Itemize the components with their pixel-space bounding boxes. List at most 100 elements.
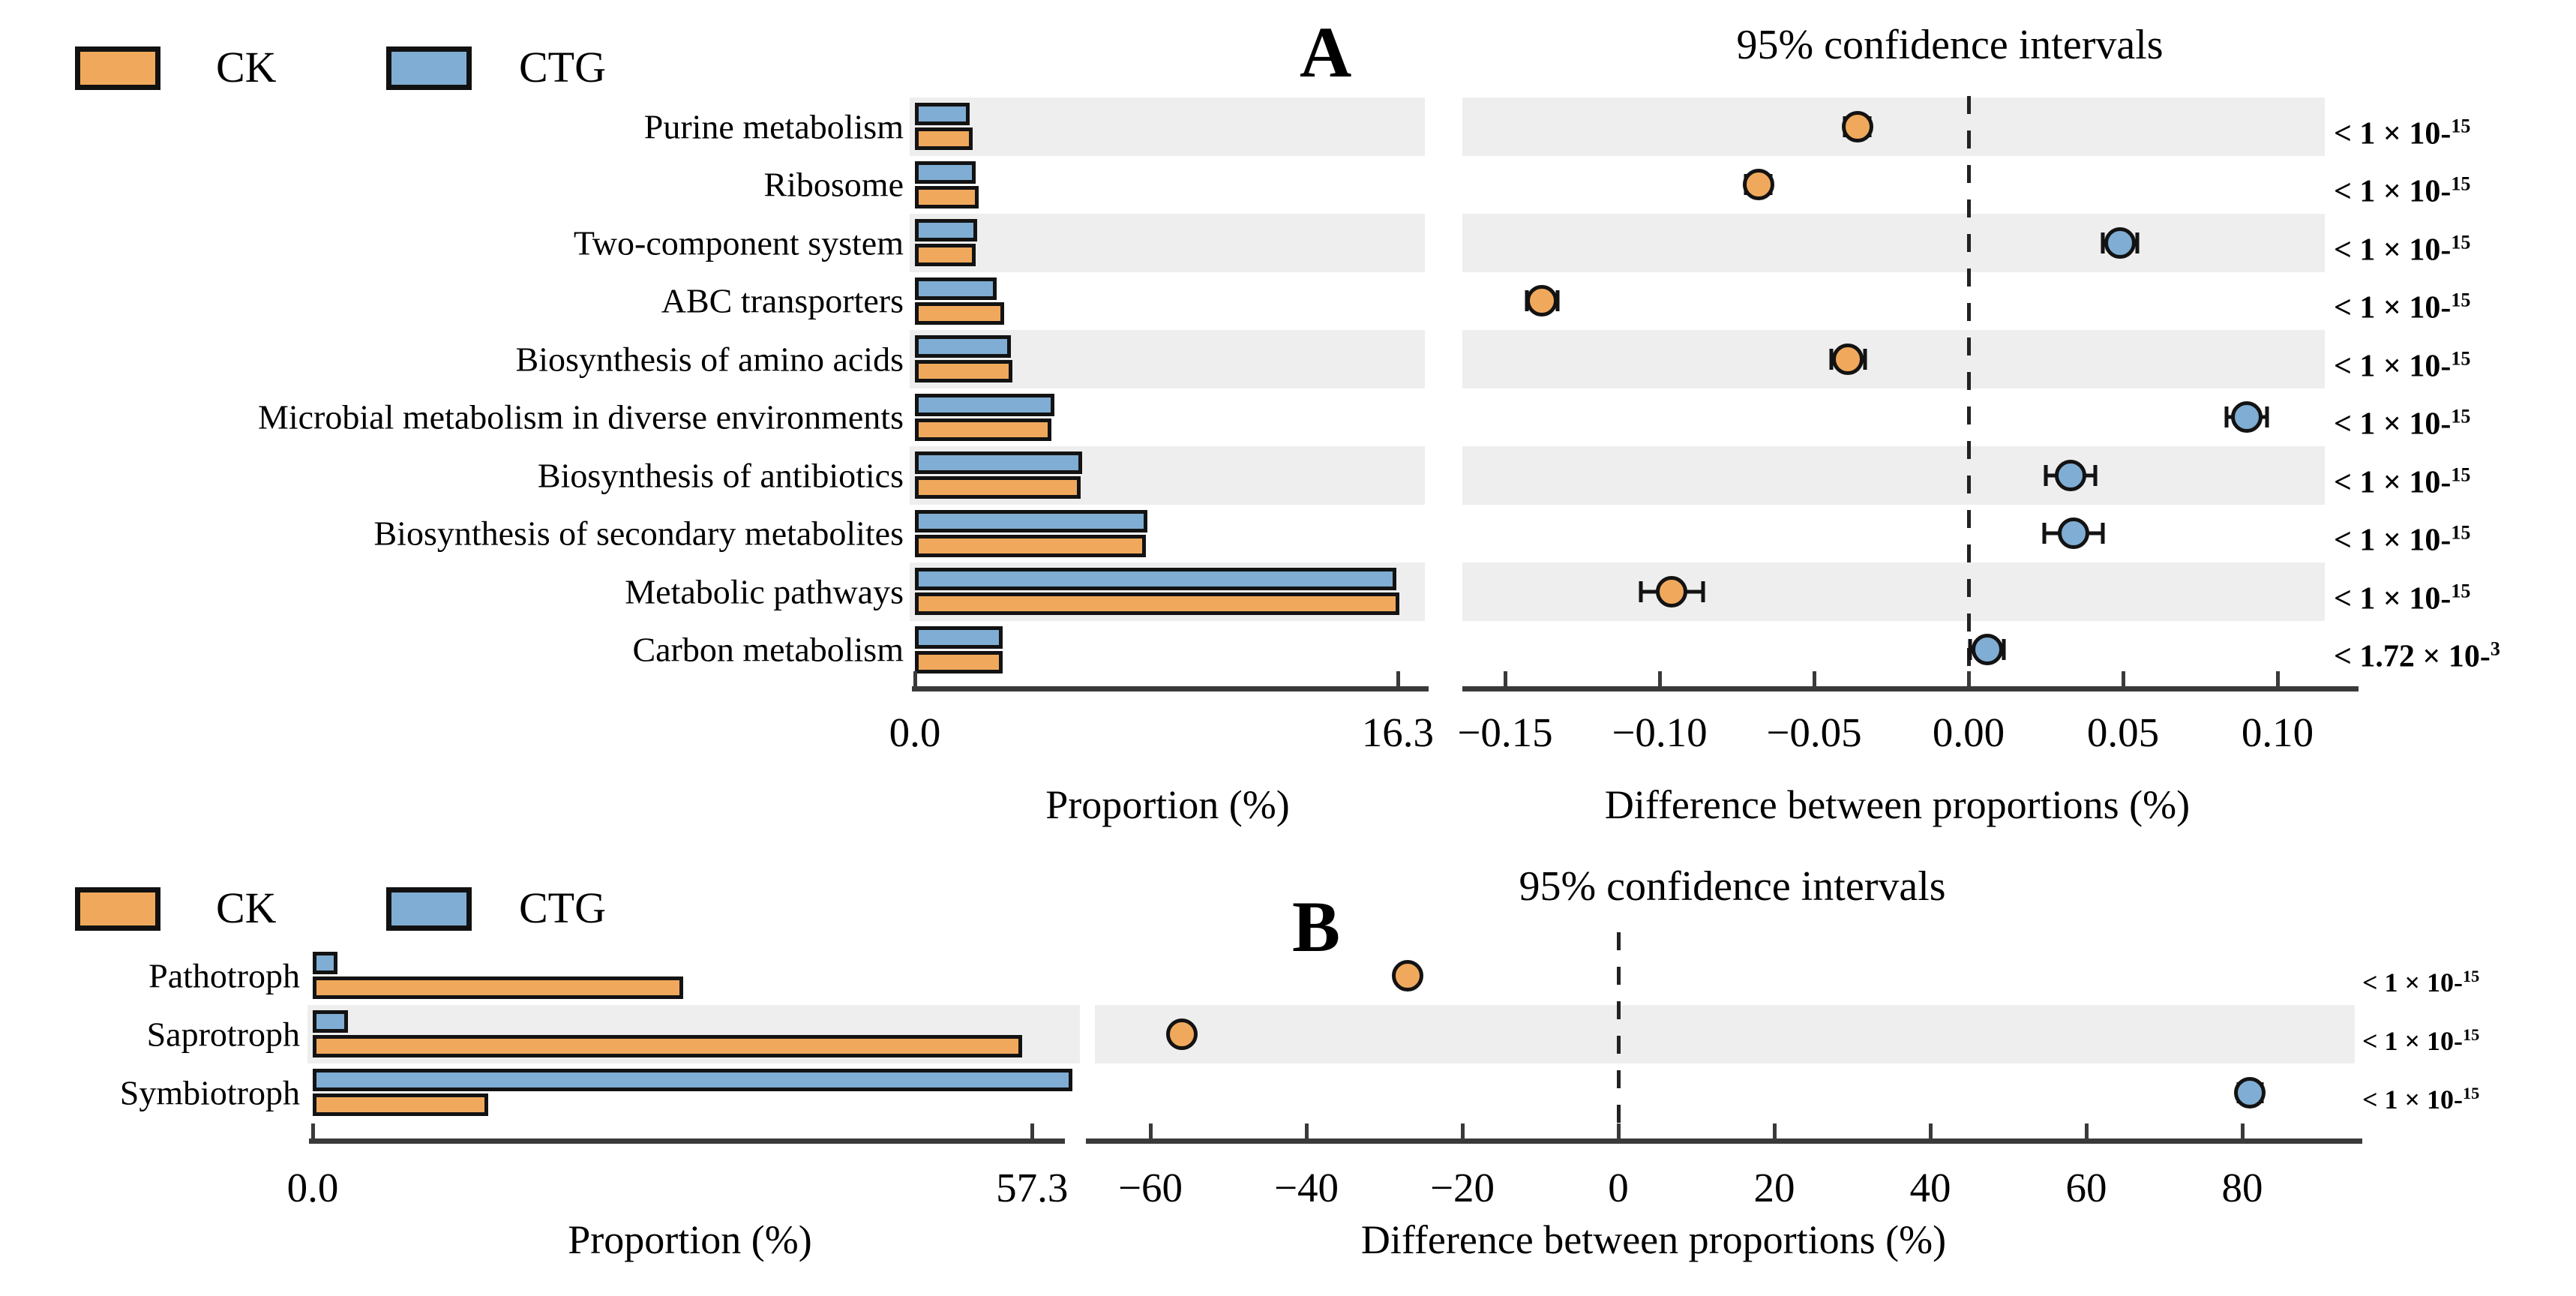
- axis-tick-label: 16.3: [1361, 710, 1434, 755]
- diff-dot: [2058, 518, 2090, 550]
- category-label: Two-component system: [573, 224, 904, 262]
- bar-ctg: [915, 509, 1148, 532]
- category-label: Biosynthesis of antibiotics: [537, 456, 904, 495]
- panel-b-ci-title: 95% confidence intervals: [1519, 863, 1946, 910]
- panel-a-proportion-axis-title: Proportion (%): [1045, 782, 1290, 827]
- bar-ctg: [313, 952, 338, 974]
- bar-ck: [915, 302, 1004, 325]
- p-value-base: < 1 × 10-: [2334, 349, 2452, 384]
- p-value: < 1 × 10-15: [2334, 115, 2470, 152]
- p-value-base: < 1 × 10-: [2334, 523, 2452, 558]
- p-value: < 1 × 10-15: [2362, 1025, 2479, 1057]
- bar-ck: [915, 534, 1147, 557]
- bar-ck: [313, 1094, 489, 1116]
- proportion-axis-line: [309, 1138, 1065, 1144]
- axis-tick: [311, 1124, 315, 1138]
- bar-ctg: [313, 1010, 348, 1033]
- p-value-exponent: 15: [2451, 464, 2471, 486]
- axis-tick: [2122, 671, 2125, 686]
- legend-label-ctg-b: CTG: [519, 884, 606, 932]
- p-value-exponent: 15: [2451, 172, 2471, 195]
- bar-ctg: [915, 452, 1083, 474]
- axis-tick: [1149, 1124, 1153, 1138]
- p-value-exponent: 15: [2451, 115, 2471, 137]
- panel-b-letter: B: [1292, 886, 1341, 967]
- axis-tick-label: −0.10: [1612, 710, 1708, 755]
- p-value-exponent: 15: [2451, 405, 2471, 428]
- axis-tick: [1305, 1124, 1309, 1138]
- p-value: < 1 × 10-15: [2334, 231, 2470, 268]
- p-value-base: < 1 × 10-: [2362, 968, 2464, 998]
- category-label: Saprotroph: [146, 1015, 300, 1054]
- ci-whisker-cap: [2002, 639, 2006, 661]
- diff-dot: [1841, 110, 1873, 142]
- p-value-exponent: 15: [2463, 967, 2480, 986]
- bar-ctg: [915, 277, 997, 300]
- p-value-base: < 1 × 10-: [2334, 232, 2452, 268]
- axis-tick: [1813, 671, 1816, 686]
- diff-dot: [2054, 459, 2086, 491]
- p-value-base: < 1 × 10-: [2334, 290, 2452, 326]
- diff-dot: [1742, 169, 1774, 201]
- axis-tick: [1504, 671, 1507, 686]
- axis-tick: [2276, 671, 2280, 686]
- row-stripe: [1462, 330, 2325, 388]
- axis-tick-label: 57.3: [996, 1165, 1069, 1210]
- diff-dot: [1656, 575, 1688, 608]
- bar-ck: [915, 418, 1051, 441]
- axis-tick-label: 0.00: [1932, 710, 2005, 755]
- p-value-base: < 1 × 10-: [2334, 406, 2452, 442]
- axis-tick: [1773, 1124, 1777, 1138]
- difference-axis-line: [1462, 686, 2359, 692]
- legend-label-ck-b: CK: [216, 884, 277, 932]
- ci-whisker-cap: [2093, 464, 2098, 486]
- ci-whisker-cap: [1829, 348, 1834, 370]
- axis-tick: [2085, 1124, 2089, 1138]
- axis-tick-label: 60: [2065, 1165, 2107, 1210]
- ci-whisker-cap: [2224, 406, 2229, 428]
- ci-whisker-cap: [2101, 523, 2105, 544]
- legend-swatch-ctg: [386, 46, 472, 90]
- panel-a-ci-title: 95% confidence intervals: [1736, 22, 2164, 68]
- p-value: < 1 × 10-15: [2334, 173, 2470, 210]
- panel-a-letter: A: [1300, 12, 1352, 92]
- legend-label-ck: CK: [216, 43, 277, 92]
- panel-a-difference-axis-title: Difference between proportions (%): [1604, 782, 2191, 827]
- bar-ctg: [915, 103, 970, 125]
- category-label: Metabolic pathways: [625, 572, 904, 611]
- bar-ck: [915, 185, 979, 208]
- ci-whisker-cap: [2135, 232, 2140, 254]
- p-value-exponent: 15: [2463, 1025, 2480, 1044]
- p-value-exponent: 15: [2451, 521, 2471, 544]
- ci-whisker-cap: [1701, 580, 1705, 602]
- axis-tick-label: 20: [1753, 1165, 1795, 1210]
- bar-ctg: [915, 335, 1012, 358]
- ci-whisker-cap: [2044, 464, 2048, 486]
- p-value-exponent: 15: [2451, 580, 2471, 602]
- axis-tick-label: −0.15: [1457, 710, 1553, 755]
- difference-axis-line: [1086, 1138, 2362, 1144]
- bar-ck: [915, 244, 976, 266]
- p-value: < 1 × 10-15: [2334, 406, 2470, 442]
- legend-swatch-ck: [75, 46, 160, 90]
- bar-ctg: [915, 160, 976, 184]
- zero-dashed-line: [1967, 96, 1971, 681]
- axis-tick: [913, 671, 917, 686]
- legend-swatch-ctg-b: [386, 887, 472, 931]
- category-label: Purine metabolism: [643, 107, 904, 146]
- bar-ck: [313, 1035, 1022, 1058]
- row-stripe: [1462, 98, 2325, 156]
- ci-whisker-cap: [2265, 406, 2269, 428]
- p-value-exponent: 15: [2451, 231, 2471, 254]
- bar-ck: [915, 650, 1003, 674]
- axis-tick-label: −0.05: [1766, 710, 1862, 755]
- p-value-base: < 1 × 10-: [2334, 581, 2452, 616]
- axis-tick-label: 0: [1608, 1165, 1629, 1210]
- row-stripe: [1095, 1005, 2355, 1064]
- axis-tick-label: 0.0: [286, 1165, 339, 1210]
- diff-dot: [1392, 960, 1424, 992]
- row-stripe: [1462, 446, 2325, 505]
- p-value-base: < 1 × 10-: [2334, 465, 2452, 500]
- bar-ctg: [915, 568, 1396, 590]
- ci-whisker-cap: [2042, 523, 2047, 544]
